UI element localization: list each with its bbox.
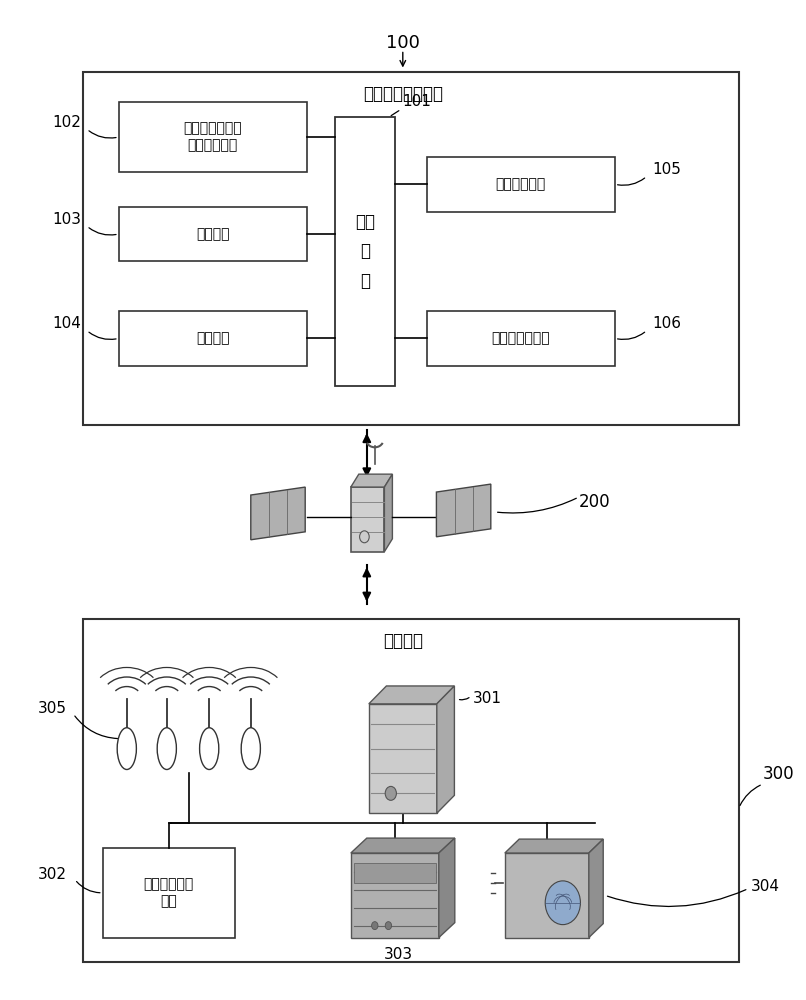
Text: 104: 104 <box>52 316 81 331</box>
Text: 301: 301 <box>473 691 502 706</box>
Circle shape <box>385 922 392 930</box>
Text: 200: 200 <box>579 493 610 511</box>
Polygon shape <box>589 839 603 938</box>
Text: 灾情地理信息
系统: 灾情地理信息 系统 <box>143 877 194 908</box>
Bar <box>427 311 615 366</box>
Polygon shape <box>369 686 455 704</box>
Text: 灾情上报手持终端: 灾情上报手持终端 <box>363 85 442 103</box>
Text: 303: 303 <box>384 947 413 962</box>
Polygon shape <box>351 838 455 853</box>
Circle shape <box>372 922 378 930</box>
Polygon shape <box>351 487 384 552</box>
Text: 304: 304 <box>751 879 780 894</box>
Polygon shape <box>369 704 437 813</box>
Polygon shape <box>505 853 589 938</box>
Text: 100: 100 <box>386 34 420 52</box>
Text: 101: 101 <box>403 94 432 109</box>
Ellipse shape <box>241 728 260 769</box>
Polygon shape <box>384 474 393 552</box>
Bar <box>118 102 307 172</box>
Text: 电源模块: 电源模块 <box>196 331 230 345</box>
Bar <box>427 157 615 212</box>
Polygon shape <box>351 853 438 938</box>
Ellipse shape <box>117 728 136 769</box>
Bar <box>83 619 739 962</box>
Bar <box>103 848 235 938</box>
Text: 106: 106 <box>652 316 681 331</box>
Text: 305: 305 <box>38 701 67 716</box>
Ellipse shape <box>200 728 218 769</box>
Text: 300: 300 <box>762 765 795 783</box>
Bar <box>83 72 739 425</box>
Circle shape <box>359 531 369 543</box>
Text: 102: 102 <box>52 115 81 130</box>
Text: 触屏和显示模块: 触屏和显示模块 <box>492 331 550 345</box>
Bar <box>118 311 307 366</box>
Text: 103: 103 <box>52 212 81 227</box>
Polygon shape <box>351 474 393 487</box>
Bar <box>334 117 395 386</box>
Ellipse shape <box>157 728 177 769</box>
Text: 指挥中心: 指挥中心 <box>383 632 423 650</box>
Bar <box>354 863 435 883</box>
Text: 数据接口模块: 数据接口模块 <box>496 177 546 191</box>
Polygon shape <box>505 839 603 853</box>
Circle shape <box>545 881 580 925</box>
Circle shape <box>385 786 397 800</box>
Polygon shape <box>436 484 491 537</box>
Polygon shape <box>437 686 455 813</box>
Text: 105: 105 <box>652 162 681 177</box>
Bar <box>118 207 307 261</box>
Text: 302: 302 <box>38 867 67 882</box>
Text: 北斗定位和报文
传输集成模块: 北斗定位和报文 传输集成模块 <box>184 121 242 153</box>
Text: 主控
模
块: 主控 模 块 <box>355 213 375 290</box>
Text: 存储模块: 存储模块 <box>196 227 230 241</box>
Polygon shape <box>438 838 455 938</box>
Polygon shape <box>251 487 305 540</box>
